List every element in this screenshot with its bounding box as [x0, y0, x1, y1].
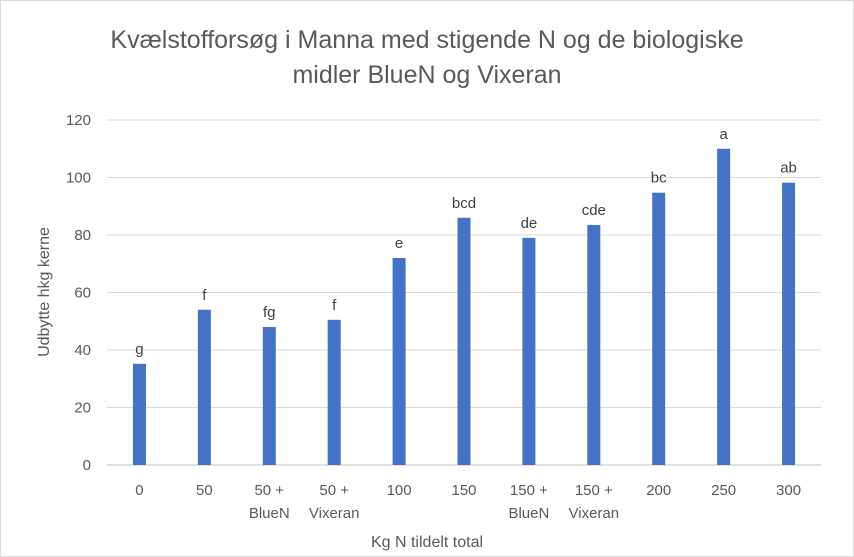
y-tick-label: 20	[74, 400, 91, 417]
x-tick-label: 150	[451, 482, 476, 499]
x-tick-label: 200	[646, 482, 671, 499]
data-labels: g f fg f e bcd de cde bc a ab	[135, 126, 797, 358]
y-tick-label: 80	[74, 227, 91, 244]
data-label: f	[332, 297, 337, 314]
x-tick-label: 150 + Vixeran	[569, 482, 620, 522]
bar	[717, 148, 731, 465]
y-tick-label: 40	[74, 342, 91, 359]
bar	[587, 224, 601, 465]
bar	[522, 237, 536, 465]
data-label: a	[719, 126, 728, 143]
x-tick-label: 50 + BlueN	[249, 482, 290, 522]
data-label: bcd	[452, 195, 476, 212]
bar	[197, 309, 211, 465]
y-tick-label: 100	[66, 170, 91, 187]
data-label: cde	[582, 202, 606, 219]
data-label: e	[395, 235, 403, 252]
bar	[262, 327, 276, 465]
x-tick-label: 300	[776, 482, 801, 499]
y-axis-ticks: 0 20 40 60 80 100 120	[66, 112, 91, 474]
x-tick-label: 150 + BlueN	[508, 482, 549, 522]
data-label: g	[135, 341, 143, 358]
chart-title-line-1: Kvælstofforsøg i Manna med stigende N og…	[110, 26, 743, 54]
bar	[457, 217, 471, 465]
x-tick-label: 50	[196, 482, 213, 499]
bar	[392, 258, 406, 465]
y-tick-label: 0	[83, 457, 91, 474]
x-tick-label: 250	[711, 482, 736, 499]
bar	[132, 363, 146, 465]
data-label: de	[521, 215, 538, 232]
data-label: f	[202, 287, 207, 304]
data-label: fg	[263, 304, 276, 321]
bar	[652, 192, 666, 466]
chart-title: Kvælstofforsøg i Manna med stigende N og…	[110, 26, 743, 89]
chart-title-line-2: midler BlueN og Vixeran	[292, 61, 561, 89]
x-tick-label: 50 + Vixeran	[309, 482, 360, 522]
data-label: ab	[780, 160, 797, 177]
y-tick-label: 60	[74, 285, 91, 302]
bar	[327, 319, 341, 465]
x-axis-ticks: 0 50 50 + BlueN 50 + Vixeran 100 150 150 + BlueN 1…	[135, 482, 801, 522]
bars	[132, 148, 796, 466]
data-label: bc	[651, 170, 667, 187]
x-tick-label: 100	[387, 482, 412, 499]
y-tick-label: 120	[66, 112, 91, 129]
bar	[782, 182, 796, 466]
y-axis-title: Udbytte hkg kerne	[36, 227, 53, 357]
x-axis-title: Kg N tildelt total	[371, 534, 483, 551]
x-tick-label: 0	[135, 482, 143, 499]
